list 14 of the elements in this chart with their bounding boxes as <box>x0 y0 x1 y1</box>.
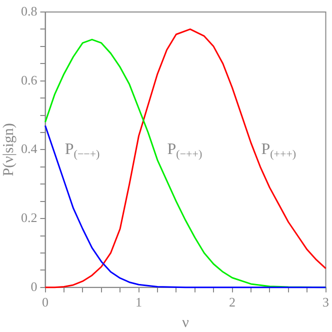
y-tick-label: 0.4 <box>21 141 38 156</box>
x-tick-label: 2 <box>229 294 236 310</box>
x-tick-label: 3 <box>322 294 329 310</box>
x-tick-label: 0 <box>42 294 48 310</box>
annotation: P(+++) <box>261 140 296 161</box>
annotation: P(−++) <box>167 140 202 161</box>
y-tick-label: 0 <box>30 278 38 294</box>
annotation: P(−−+) <box>64 140 100 161</box>
y-tick-label: 0.2 <box>21 210 38 225</box>
y-tick-label: 0.6 <box>21 72 38 88</box>
x-axis-title: ν <box>182 314 190 331</box>
y-tick-label: 0.8 <box>21 3 38 18</box>
y-axis-title: P(ν|sign) <box>0 123 17 176</box>
x-tick-label: 1 <box>136 294 142 310</box>
